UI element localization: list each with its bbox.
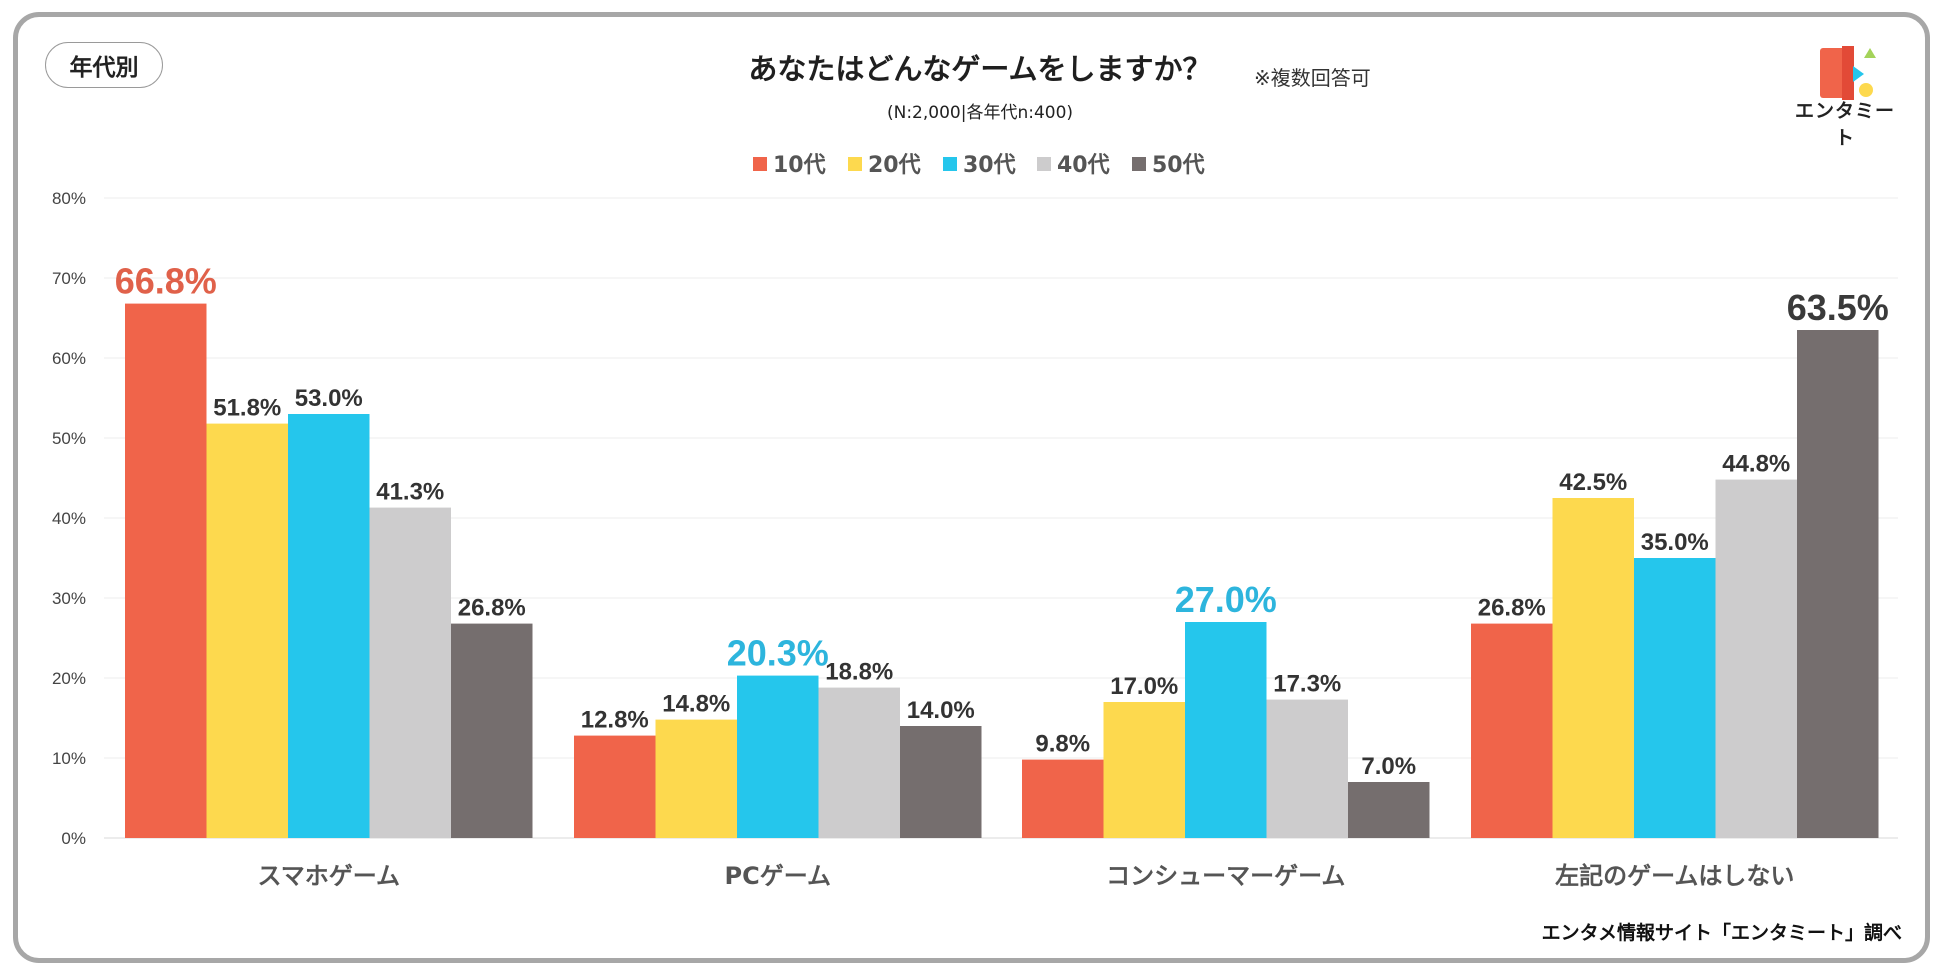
y-tick-label: 0% — [61, 829, 86, 848]
bar-1-2 — [737, 675, 819, 838]
data-label-0-2: 53.0% — [295, 385, 363, 412]
bar-2-3 — [1266, 699, 1348, 838]
bar-3-1 — [1552, 498, 1634, 838]
bar-0-3 — [369, 507, 451, 838]
category-label-3: 左記のゲームはしない — [1555, 862, 1794, 890]
bar-0-2 — [288, 414, 370, 838]
legend-label-4: 50代 — [1152, 153, 1205, 178]
data-label-1-0: 12.8% — [581, 707, 649, 734]
y-axis-ticks: 0% 10% 20% 30% 40% 50% 60% 70% 80% — [52, 189, 86, 848]
bar-2-0 — [1022, 759, 1104, 838]
data-label-0-0: 66.8% — [115, 261, 217, 302]
category-label-1: PCゲーム — [725, 862, 831, 890]
y-tick-label: 70% — [52, 269, 86, 288]
bar-0-0 — [125, 303, 207, 839]
bars — [125, 303, 1879, 839]
y-tick-label: 30% — [52, 589, 86, 608]
entameet-logo-icon — [1820, 46, 1876, 100]
sample-size-subtitle: (N:2,000|各年代n:400) — [886, 103, 1074, 123]
category-label-0: スマホゲーム — [257, 862, 400, 890]
data-label-1-4: 14.0% — [907, 697, 975, 724]
data-label-2-1: 17.0% — [1110, 673, 1178, 700]
data-label-0-1: 51.8% — [213, 395, 281, 422]
data-label-1-1: 14.8% — [662, 691, 730, 718]
data-label-1-3: 18.8% — [825, 659, 893, 686]
bar-2-1 — [1103, 702, 1185, 838]
data-label-2-4: 7.0% — [1361, 753, 1416, 780]
y-tick-label: 40% — [52, 509, 86, 528]
legend-swatch-4 — [1132, 157, 1146, 171]
data-label-1-2: 20.3% — [727, 633, 829, 674]
bar-3-0 — [1471, 623, 1553, 838]
age-group-badge: 年代別 — [45, 42, 163, 88]
legend-swatch-0 — [753, 157, 767, 171]
category-label-2: コンシューマーゲーム — [1106, 862, 1345, 890]
source-credit: エンタメ情報サイト「エンタミート」調べ — [1541, 922, 1902, 944]
bar-1-4 — [900, 726, 982, 838]
x-axis-categories: スマホゲーム PCゲーム コンシューマーゲーム 左記のゲームはしない — [257, 862, 1794, 890]
legend: 10代 20代 30代 40代 50代 — [753, 153, 1205, 178]
legend-label-3: 40代 — [1057, 153, 1110, 178]
legend-swatch-1 — [848, 157, 862, 171]
data-label-0-3: 41.3% — [376, 479, 444, 506]
bar-1-0 — [574, 735, 656, 838]
legend-label-2: 30代 — [963, 153, 1016, 178]
legend-swatch-3 — [1037, 157, 1051, 171]
bar-2-4 — [1348, 782, 1430, 838]
data-label-3-4: 63.5% — [1787, 287, 1889, 328]
bar-3-2 — [1634, 558, 1716, 838]
bar-3-4 — [1797, 330, 1879, 838]
data-labels: 66.8% 51.8% 53.0% 41.3% 26.8% 12.8% 14.8% 20.3%… — [115, 261, 1889, 780]
y-tick-label: 10% — [52, 749, 86, 768]
y-tick-label: 60% — [52, 349, 86, 368]
legend-label-0: 10代 — [773, 153, 826, 178]
data-label-3-1: 42.5% — [1559, 469, 1627, 496]
legend-swatch-2 — [943, 157, 957, 171]
y-tick-label: 20% — [52, 669, 86, 688]
bar-0-1 — [206, 423, 288, 838]
multiple-answer-note: ※複数回答可 — [1254, 66, 1371, 90]
bar-1-3 — [818, 687, 900, 838]
y-tick-label: 80% — [52, 189, 86, 208]
data-label-2-2: 27.0% — [1175, 579, 1277, 620]
data-label-2-0: 9.8% — [1035, 731, 1090, 758]
data-label-3-3: 44.8% — [1722, 451, 1790, 478]
bar-3-3 — [1715, 479, 1797, 838]
chart-title: あなたはどんなゲームをしますか？ — [748, 52, 1212, 86]
bar-2-2 — [1185, 622, 1267, 838]
data-label-3-2: 35.0% — [1641, 529, 1709, 556]
bar-0-4 — [451, 623, 533, 838]
legend-label-1: 20代 — [868, 153, 921, 178]
bar-1-1 — [655, 719, 737, 838]
data-label-3-0: 26.8% — [1478, 595, 1546, 622]
data-label-2-3: 17.3% — [1273, 671, 1341, 698]
y-tick-label: 50% — [52, 429, 86, 448]
data-label-0-4: 26.8% — [458, 595, 526, 622]
logo-text: エンタミート — [1794, 100, 1895, 149]
